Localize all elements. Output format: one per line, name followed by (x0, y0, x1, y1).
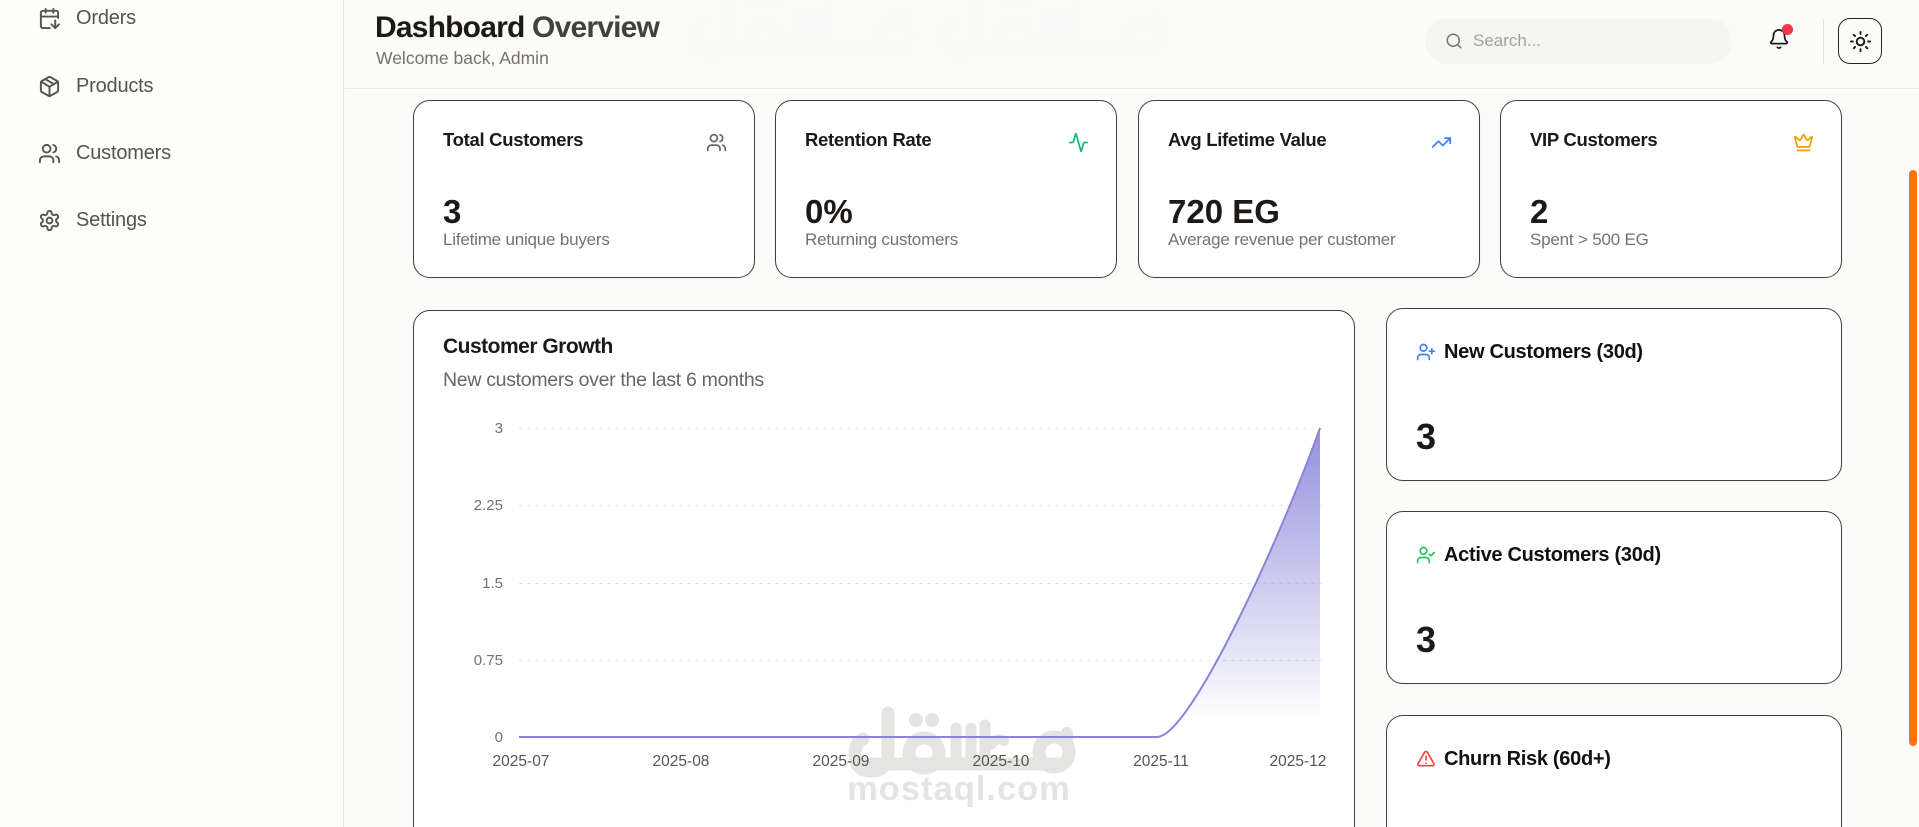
svg-text:mostaql.com: mostaql.com (847, 770, 1071, 808)
